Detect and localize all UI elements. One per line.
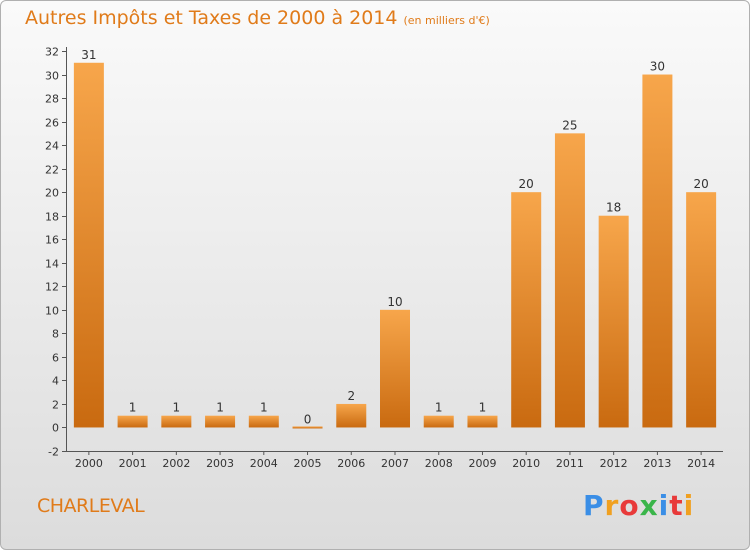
- y-tick-label: 30: [45, 70, 59, 83]
- bar: [73, 62, 104, 428]
- logo-letter: i: [658, 489, 670, 522]
- y-tick-label: 24: [45, 140, 59, 153]
- x-tick-label: 2011: [556, 457, 584, 470]
- bar: [380, 309, 410, 428]
- bar: [292, 426, 323, 429]
- data-label: 1: [435, 401, 443, 415]
- y-tick-label: 6: [52, 352, 59, 365]
- bar: [642, 74, 673, 428]
- x-tick-label: 2006: [337, 457, 365, 470]
- x-tick-label: 2007: [381, 457, 409, 470]
- data-label: 20: [519, 177, 534, 191]
- bar: [423, 415, 454, 428]
- x-tick-label: 2000: [75, 457, 103, 470]
- y-tick-label: 12: [45, 281, 59, 294]
- logo-letter: r: [604, 489, 620, 522]
- y-tick-label: -2: [48, 446, 59, 459]
- chart-title: Autres Impôts et Taxes de 2000 à 2014 (en…: [25, 7, 490, 29]
- bar: [205, 415, 236, 428]
- title-unit: (en milliers d'€): [403, 14, 490, 27]
- y-tick-label: 10: [45, 305, 59, 318]
- x-tick-label: 2004: [250, 457, 278, 470]
- bar: [686, 192, 717, 428]
- data-label: 1: [479, 401, 487, 415]
- y-tick-label: 0: [52, 422, 59, 435]
- x-tick-label: 2010: [512, 457, 540, 470]
- data-label: 31: [81, 48, 96, 62]
- logo-letter: i: [683, 489, 695, 522]
- x-tick-label: 2009: [468, 457, 496, 470]
- bar: [161, 415, 192, 428]
- y-tick-label: 28: [45, 93, 59, 106]
- bar: [248, 415, 279, 428]
- data-label: 1: [260, 401, 268, 415]
- data-label: 18: [606, 201, 621, 215]
- data-label: 1: [216, 401, 224, 415]
- x-tick-label: 2013: [643, 457, 671, 470]
- bar: [554, 133, 585, 428]
- data-label: 1: [173, 401, 181, 415]
- data-label: 10: [387, 295, 402, 309]
- y-tick-label: 26: [45, 117, 59, 130]
- y-tick-label: 4: [52, 375, 59, 388]
- bar: [467, 415, 498, 428]
- title-text: Autres Impôts et Taxes de 2000 à 2014: [25, 7, 398, 29]
- logo-letter: t: [669, 489, 684, 522]
- bar: [511, 192, 542, 428]
- y-tick-label: 18: [45, 211, 59, 224]
- y-tick-label: 14: [45, 258, 59, 271]
- x-tick-label: 2012: [600, 457, 628, 470]
- logo-letter: o: [619, 489, 640, 522]
- logo-letter: P: [583, 489, 605, 522]
- x-tick-label: 2008: [425, 457, 453, 470]
- y-tick-label: 16: [45, 234, 59, 247]
- data-label: 1: [129, 401, 137, 415]
- data-label: 2: [347, 389, 355, 403]
- logo-letter: x: [639, 489, 659, 522]
- bar: [117, 415, 148, 428]
- proxiti-logo: Proxiti: [583, 489, 694, 522]
- data-label: 20: [693, 177, 708, 191]
- data-label: 30: [650, 60, 665, 74]
- x-tick-label: 2003: [206, 457, 234, 470]
- y-tick-label: 8: [52, 328, 59, 341]
- data-label: 25: [562, 118, 577, 132]
- bar: [336, 403, 367, 428]
- x-tick-label: 2014: [687, 457, 715, 470]
- x-tick-label: 2001: [119, 457, 147, 470]
- y-tick-label: 32: [45, 46, 59, 59]
- bar: [598, 215, 629, 428]
- y-tick-label: 20: [45, 187, 59, 200]
- y-tick-label: 2: [52, 399, 59, 412]
- x-tick-label: 2005: [294, 457, 322, 470]
- x-tick-label: 2002: [162, 457, 190, 470]
- location-label: CHARLEVAL: [37, 495, 145, 517]
- data-label: 0: [304, 412, 312, 426]
- y-tick-label: 22: [45, 164, 59, 177]
